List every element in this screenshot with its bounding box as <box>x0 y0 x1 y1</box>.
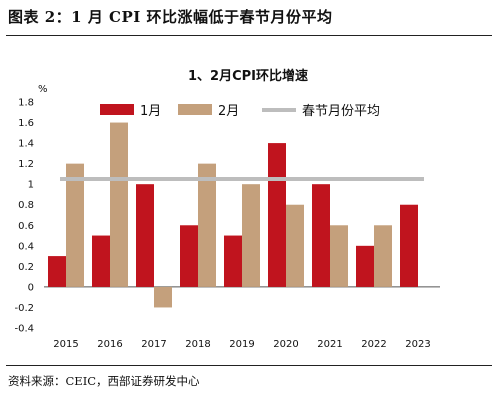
legend-label-jan: 1月 <box>140 104 161 119</box>
y-axis-unit: % <box>38 84 48 95</box>
x-tick-label: 2017 <box>141 339 166 350</box>
y-tick-label: 0.6 <box>18 221 34 232</box>
x-tick-label: 2018 <box>185 339 210 350</box>
bar-feb-2016 <box>110 122 128 287</box>
y-tick-label: -0.2 <box>14 303 34 314</box>
y-tick-label: 0.8 <box>18 200 34 211</box>
bar-feb-2019 <box>242 184 260 287</box>
bar-jan-2018 <box>180 225 198 287</box>
title-rule <box>6 35 492 36</box>
chart-title: 1、2月CPI环比增速 <box>188 68 308 84</box>
x-tick-label: 2021 <box>317 339 342 350</box>
bar-feb-2015 <box>66 163 84 287</box>
legend-label-feb: 2月 <box>218 104 239 119</box>
bar-feb-2017 <box>154 286 172 308</box>
footer-rule <box>6 365 492 366</box>
bar-jan-2017 <box>136 184 154 287</box>
x-tick-label: 2015 <box>53 339 78 350</box>
bar-feb-2020 <box>286 204 304 287</box>
y-tick-label: 0.2 <box>18 262 34 273</box>
legend: 1月 2月 春节月份平均 <box>100 104 380 119</box>
figure-title: 图表 2：1 月 CPI 环比涨幅低于春节月份平均 <box>8 8 333 26</box>
y-tick-label: 0 <box>28 282 34 293</box>
y-tick-label: 1 <box>28 180 34 191</box>
legend-swatch-feb <box>178 104 212 115</box>
y-tick-label: 1.6 <box>18 118 34 129</box>
y-axis: -0.4 -0.2 0 0.2 0.4 0.6 0.8 1 1.2 1.4 1.6 1.8 <box>14 98 440 335</box>
x-tick-label: 2019 <box>229 339 254 350</box>
bars <box>48 122 418 308</box>
y-tick-label: 1.4 <box>18 139 34 150</box>
x-tick-label: 2016 <box>97 339 122 350</box>
bar-jan-2020 <box>268 143 286 287</box>
bar-feb-2021 <box>330 225 348 287</box>
y-tick-label: 1.2 <box>18 159 34 170</box>
bar-jan-2015 <box>48 256 66 287</box>
bar-jan-2019 <box>224 235 242 287</box>
bar-feb-2018 <box>198 163 216 287</box>
bar-feb-2022 <box>374 225 392 287</box>
legend-label-spring-avg: 春节月份平均 <box>302 104 380 119</box>
bar-jan-2023 <box>400 204 418 287</box>
x-tick-label: 2022 <box>361 339 386 350</box>
x-tick-label: 2020 <box>273 339 298 350</box>
legend-swatch-jan <box>100 104 134 115</box>
y-tick-label: 1.8 <box>18 98 34 109</box>
bar-jan-2022 <box>356 245 374 287</box>
x-axis: 2015 2016 2017 2018 2019 2020 2021 2022 2023 <box>53 339 430 350</box>
y-tick-label: -0.4 <box>14 324 34 335</box>
bar-jan-2016 <box>92 235 110 287</box>
y-tick-label: 0.4 <box>18 241 34 252</box>
source-note: 资料来源：CEIC，西部证券研发中心 <box>8 374 200 388</box>
x-tick-label: 2023 <box>405 339 430 350</box>
bar-jan-2021 <box>312 184 330 287</box>
